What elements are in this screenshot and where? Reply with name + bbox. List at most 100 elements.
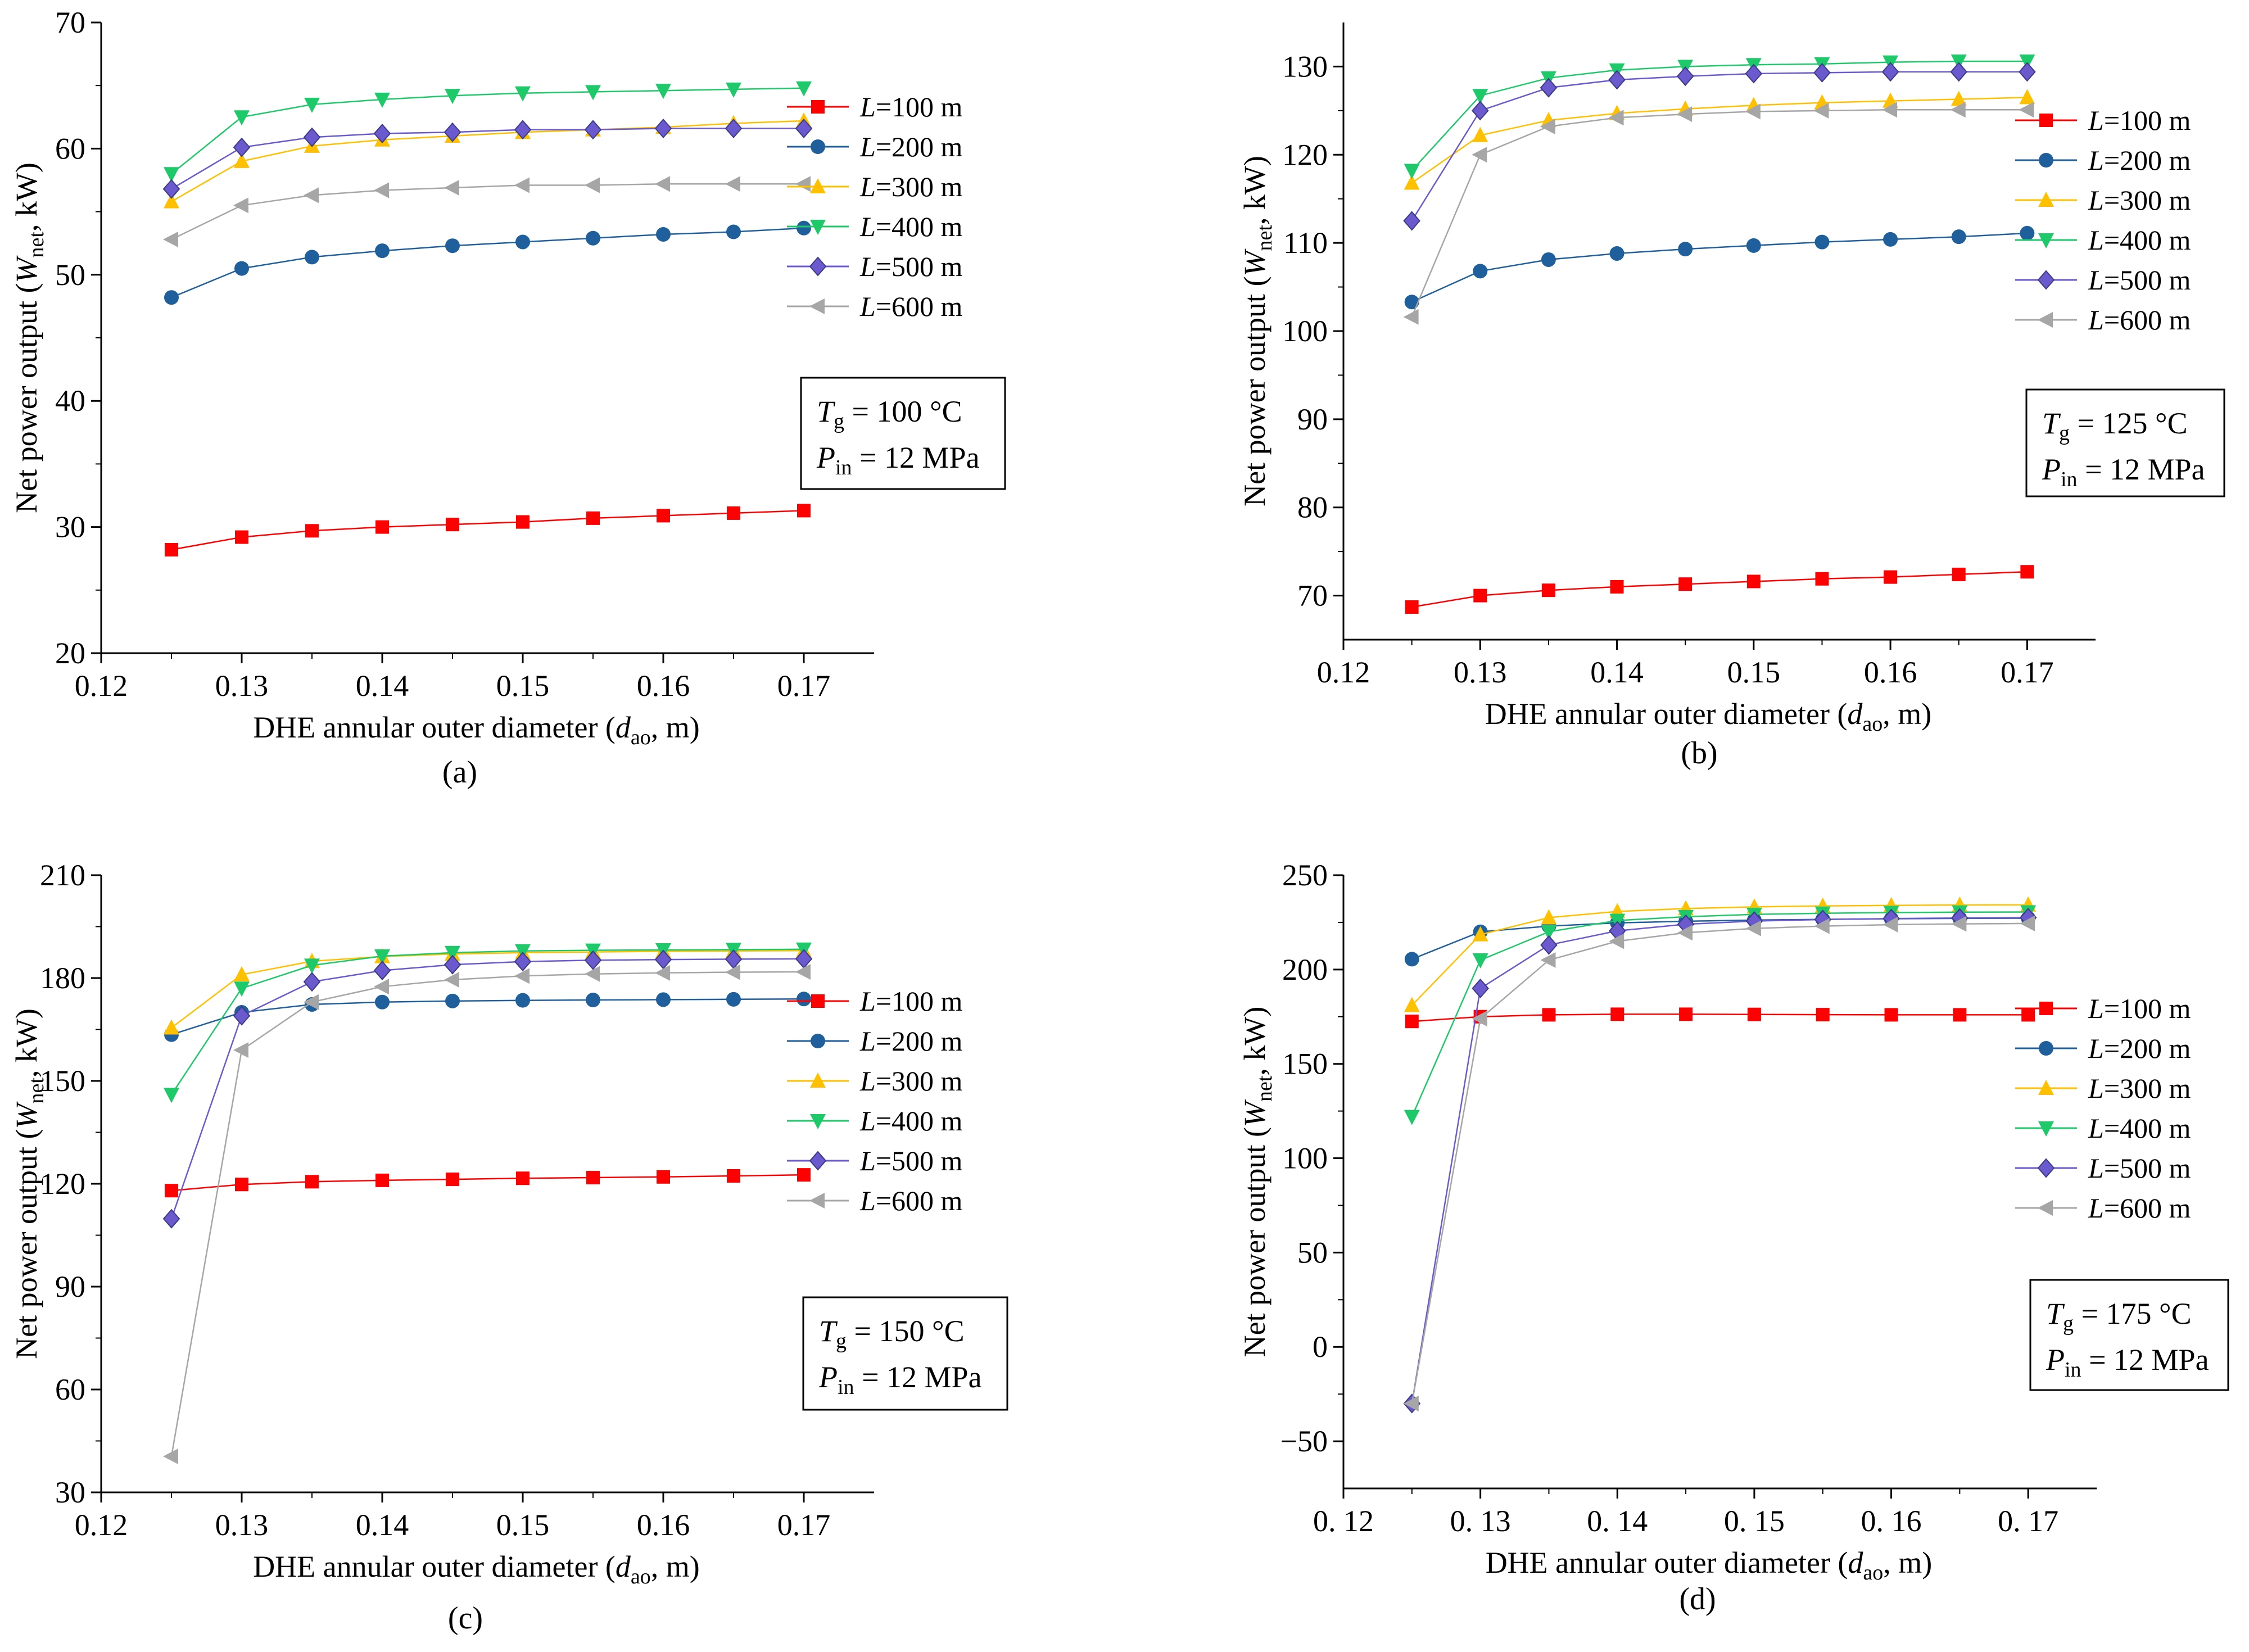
legend-marker xyxy=(810,1072,826,1088)
data-point xyxy=(1610,580,1624,594)
data-point xyxy=(514,952,532,972)
legend-label: L=100 m xyxy=(2088,105,2191,136)
data-point xyxy=(1540,78,1558,98)
data-point xyxy=(1405,600,1419,614)
panel-caption: (b) xyxy=(1681,736,1717,771)
data-point xyxy=(514,120,532,140)
series-2 xyxy=(164,220,811,305)
x-tick-label: 0.16 xyxy=(637,669,690,703)
data-point xyxy=(374,92,390,108)
legend-marker xyxy=(811,100,825,114)
y-tick-label: 70 xyxy=(55,6,85,39)
legend-marker xyxy=(2038,192,2054,207)
data-point xyxy=(725,964,740,980)
data-point xyxy=(374,182,389,198)
data-point xyxy=(2019,102,2034,118)
data-point xyxy=(1813,102,1829,119)
data-point xyxy=(233,197,248,214)
data-point xyxy=(1472,147,1487,163)
x-tick-label: 0. 12 xyxy=(1313,1504,1374,1538)
series-line xyxy=(1411,922,2029,1404)
legend-marker xyxy=(810,178,826,193)
data-point xyxy=(1472,926,1488,942)
y-tick-label: 210 xyxy=(40,858,85,892)
series-4 xyxy=(164,942,812,1103)
y-axis-title: Net power output (Wnet, kW) xyxy=(1238,1007,1277,1357)
data-point xyxy=(1747,1007,1761,1021)
legend-entry-5: L=500 m xyxy=(787,251,963,282)
legend-entry-4: L=400 m xyxy=(787,211,963,242)
data-point xyxy=(797,504,811,518)
condition-box: Tg = 100 °C Pin = 12 MPa xyxy=(800,377,1006,490)
data-point xyxy=(1472,978,1489,998)
series-line xyxy=(171,87,804,175)
data-point xyxy=(1541,925,1557,940)
legend-label: L=300 m xyxy=(859,1065,963,1097)
legend-entry-3: L=300 m xyxy=(2015,184,2191,216)
data-point xyxy=(1609,933,1624,949)
data-point xyxy=(2020,225,2035,241)
legend-entry-1: L=100 m xyxy=(2015,105,2191,136)
legend-marker xyxy=(2038,1200,2053,1216)
data-point xyxy=(444,179,459,196)
data-point xyxy=(726,992,741,1007)
series-line xyxy=(1411,71,2028,221)
legend-marker xyxy=(2037,270,2055,290)
data-point xyxy=(1678,242,1693,257)
data-point xyxy=(586,1171,600,1185)
data-point xyxy=(233,1006,251,1026)
data-point xyxy=(163,1448,178,1464)
y-tick-label: 40 xyxy=(55,384,85,418)
legend-marker xyxy=(811,139,825,154)
data-point xyxy=(375,520,389,534)
data-point xyxy=(234,981,250,997)
legend-label: L=300 m xyxy=(2088,1072,2191,1104)
data-point xyxy=(1816,1008,1830,1022)
series-6 xyxy=(163,176,811,247)
series-4 xyxy=(164,81,812,183)
data-point xyxy=(1746,238,1761,253)
x-tick-label: 0.16 xyxy=(1864,655,1917,689)
data-point xyxy=(1952,567,1966,581)
data-point xyxy=(515,234,530,250)
data-point xyxy=(303,972,321,992)
data-point xyxy=(304,994,319,1010)
data-point xyxy=(1745,64,1763,84)
legend-marker xyxy=(2038,1121,2054,1137)
data-point xyxy=(1472,953,1488,969)
legend-marker xyxy=(809,256,827,277)
data-point xyxy=(1404,295,1419,310)
legend-entry-1: L=100 m xyxy=(787,91,963,123)
series-line xyxy=(1411,109,2028,318)
data-point xyxy=(1815,572,1829,586)
data-point xyxy=(1679,1007,1693,1021)
series-5 xyxy=(1403,908,2037,1414)
condition-box: Tg = 175 °C Pin = 12 MPa xyxy=(2029,1279,2229,1391)
x-tick-label: 0.17 xyxy=(777,669,831,703)
y-tick-label: 70 xyxy=(1297,579,1328,613)
data-point xyxy=(2021,1008,2035,1022)
condition-box: Tg = 150 °C Pin = 12 MPa xyxy=(802,1296,1008,1411)
data-point xyxy=(164,167,179,183)
y-tick-label: 120 xyxy=(1282,138,1328,171)
data-point xyxy=(725,176,740,192)
data-point xyxy=(657,1170,670,1184)
data-point xyxy=(2020,915,2035,931)
series-6 xyxy=(163,964,811,1464)
legend-entry-3: L=300 m xyxy=(787,1065,963,1097)
series-6 xyxy=(1403,915,2035,1411)
data-point xyxy=(796,81,812,97)
data-point xyxy=(1677,106,1693,123)
series-2 xyxy=(1404,911,2036,967)
data-point xyxy=(1404,174,1420,190)
data-point xyxy=(374,949,390,965)
x-tick-label: 0.14 xyxy=(356,1508,409,1542)
data-point xyxy=(1403,211,1420,231)
series-line xyxy=(170,948,804,1096)
legend-label: L=200 m xyxy=(859,1025,963,1057)
y-tick-label: 20 xyxy=(55,636,85,670)
series-line xyxy=(170,958,804,1219)
data-point xyxy=(1540,952,1556,968)
x-axis-title: DHE annular outer diameter (dao, m) xyxy=(253,1550,700,1588)
x-tick-label: 0. 14 xyxy=(1587,1504,1648,1538)
